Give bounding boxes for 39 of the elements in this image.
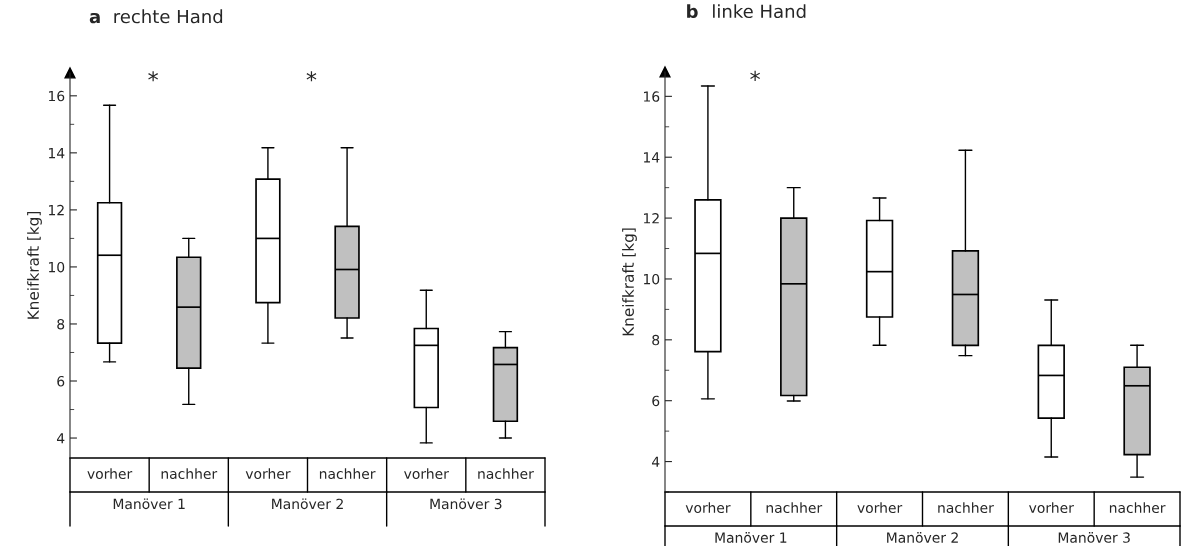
y-tick-label: 4 — [651, 456, 660, 467]
x-tick-label: nachher — [161, 468, 218, 480]
y-tick-label: 4 — [56, 433, 65, 444]
chart-title: b linke Hand — [687, 4, 806, 19]
x-tick-label: nachher — [478, 468, 534, 480]
y-tick-label: 8 — [57, 318, 65, 330]
x-tick-label: vorher — [245, 468, 291, 480]
y-tick-label: 16 — [643, 91, 660, 102]
text: Manöver 3 — [430, 498, 502, 510]
x-tick-label: nachher — [319, 468, 376, 480]
text: Manöver 1 — [113, 498, 185, 510]
y-axis-title: Kneifkraft [kg] — [622, 228, 637, 336]
x-tick-label: vorher — [87, 468, 133, 480]
annotation: * — [148, 71, 159, 82]
annotation: * — [306, 71, 317, 82]
y-tick-label: 14 — [48, 148, 65, 159]
y-tick-label: 6 — [652, 395, 660, 407]
x-tick-label: vorher — [685, 502, 731, 514]
text: Manöver 3 — [1058, 532, 1130, 543]
annotation: * — [750, 70, 761, 81]
text: Manöver 1 — [715, 532, 787, 543]
x-tick-label: vorher — [404, 468, 449, 480]
y-tick-label: 6 — [57, 375, 65, 387]
x-tick-label: vorher — [857, 502, 903, 514]
y-axis-title: Kneifkraft [kg] — [27, 211, 42, 319]
x-tick-label: nachher — [766, 502, 823, 514]
x-tick-label: nachher — [1109, 502, 1166, 514]
y-tick-label: 10 — [48, 261, 65, 273]
chart-title: a rechte Hand — [89, 9, 223, 24]
y-tick-label: 12 — [643, 213, 659, 224]
y-tick-label: 14 — [643, 152, 660, 163]
y-tick-label: 10 — [643, 273, 660, 285]
text: Manöver 2 — [887, 532, 958, 543]
y-tick-label: 12 — [48, 204, 64, 216]
x-tick-label: vorher — [1029, 502, 1074, 514]
y-tick-label: 16 — [48, 90, 65, 102]
text: Manöver 2 — [272, 498, 343, 510]
x-tick-label: nachher — [938, 502, 994, 514]
y-tick-label: 8 — [652, 334, 660, 346]
